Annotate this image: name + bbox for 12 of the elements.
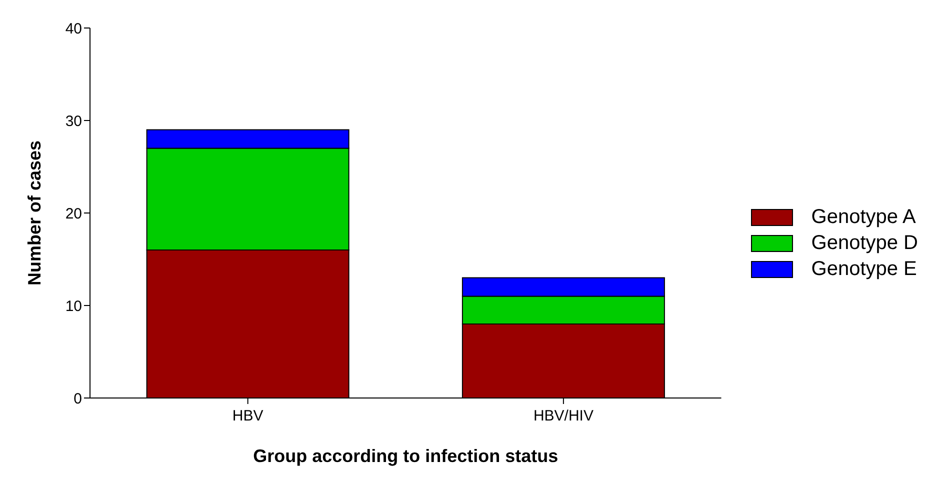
y-tick-label: 40 xyxy=(65,20,82,38)
x-axis-title: Group according to infection status xyxy=(253,446,558,466)
legend-label: Genotype E xyxy=(811,258,917,280)
y-tick-label: 30 xyxy=(65,112,82,130)
y-tick-label: 10 xyxy=(65,298,82,315)
y-axis-title: Number of cases xyxy=(24,140,44,286)
legend-label: Genotype D xyxy=(811,232,918,254)
y-tick-label: 20 xyxy=(65,205,82,222)
legend-label: Genotype A xyxy=(811,206,916,228)
x-tick-label: HBV/HIV xyxy=(533,408,594,425)
y-tick-label: 0 xyxy=(74,390,82,408)
x-tick-label: HBV xyxy=(232,408,264,425)
